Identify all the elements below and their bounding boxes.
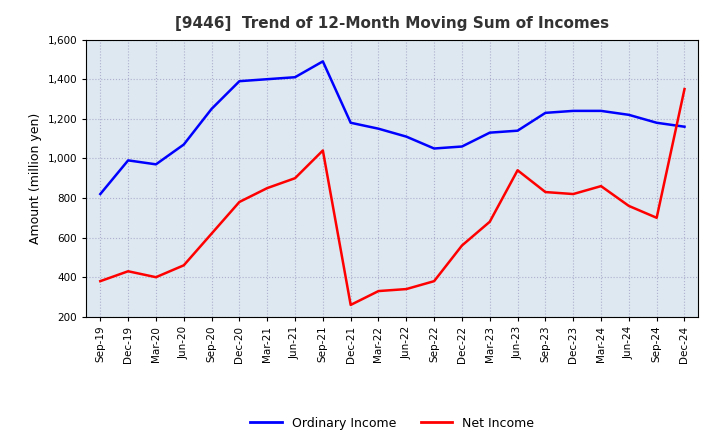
Net Income xyxy=(485,219,494,224)
Net Income xyxy=(235,199,243,205)
Net Income xyxy=(569,191,577,197)
Net Income xyxy=(597,183,606,189)
Line: Net Income: Net Income xyxy=(100,89,685,305)
Y-axis label: Amount (million yen): Amount (million yen) xyxy=(30,113,42,244)
Ordinary Income xyxy=(513,128,522,133)
Net Income xyxy=(318,148,327,153)
Net Income xyxy=(179,263,188,268)
Net Income xyxy=(207,231,216,236)
Net Income xyxy=(541,189,550,194)
Ordinary Income xyxy=(291,74,300,80)
Ordinary Income xyxy=(402,134,410,139)
Ordinary Income xyxy=(485,130,494,136)
Net Income xyxy=(680,86,689,92)
Ordinary Income xyxy=(597,108,606,114)
Ordinary Income xyxy=(152,161,161,167)
Ordinary Income xyxy=(680,124,689,129)
Ordinary Income xyxy=(346,120,355,125)
Net Income xyxy=(402,286,410,292)
Ordinary Income xyxy=(124,158,132,163)
Ordinary Income xyxy=(235,78,243,84)
Ordinary Income xyxy=(207,106,216,111)
Ordinary Income xyxy=(652,120,661,125)
Ordinary Income xyxy=(96,191,104,197)
Net Income xyxy=(291,176,300,181)
Ordinary Income xyxy=(318,59,327,64)
Ordinary Income xyxy=(374,126,383,131)
Net Income xyxy=(513,168,522,173)
Legend: Ordinary Income, Net Income: Ordinary Income, Net Income xyxy=(246,412,539,435)
Net Income xyxy=(124,268,132,274)
Title: [9446]  Trend of 12-Month Moving Sum of Incomes: [9446] Trend of 12-Month Moving Sum of I… xyxy=(176,16,609,32)
Net Income xyxy=(624,203,633,209)
Net Income xyxy=(374,288,383,293)
Net Income xyxy=(652,215,661,220)
Ordinary Income xyxy=(430,146,438,151)
Ordinary Income xyxy=(624,112,633,117)
Ordinary Income xyxy=(541,110,550,115)
Ordinary Income xyxy=(458,144,467,149)
Net Income xyxy=(96,279,104,284)
Net Income xyxy=(152,275,161,280)
Line: Ordinary Income: Ordinary Income xyxy=(100,61,685,194)
Net Income xyxy=(346,302,355,308)
Net Income xyxy=(430,279,438,284)
Net Income xyxy=(458,243,467,248)
Ordinary Income xyxy=(179,142,188,147)
Ordinary Income xyxy=(569,108,577,114)
Ordinary Income xyxy=(263,77,271,82)
Net Income xyxy=(263,185,271,191)
